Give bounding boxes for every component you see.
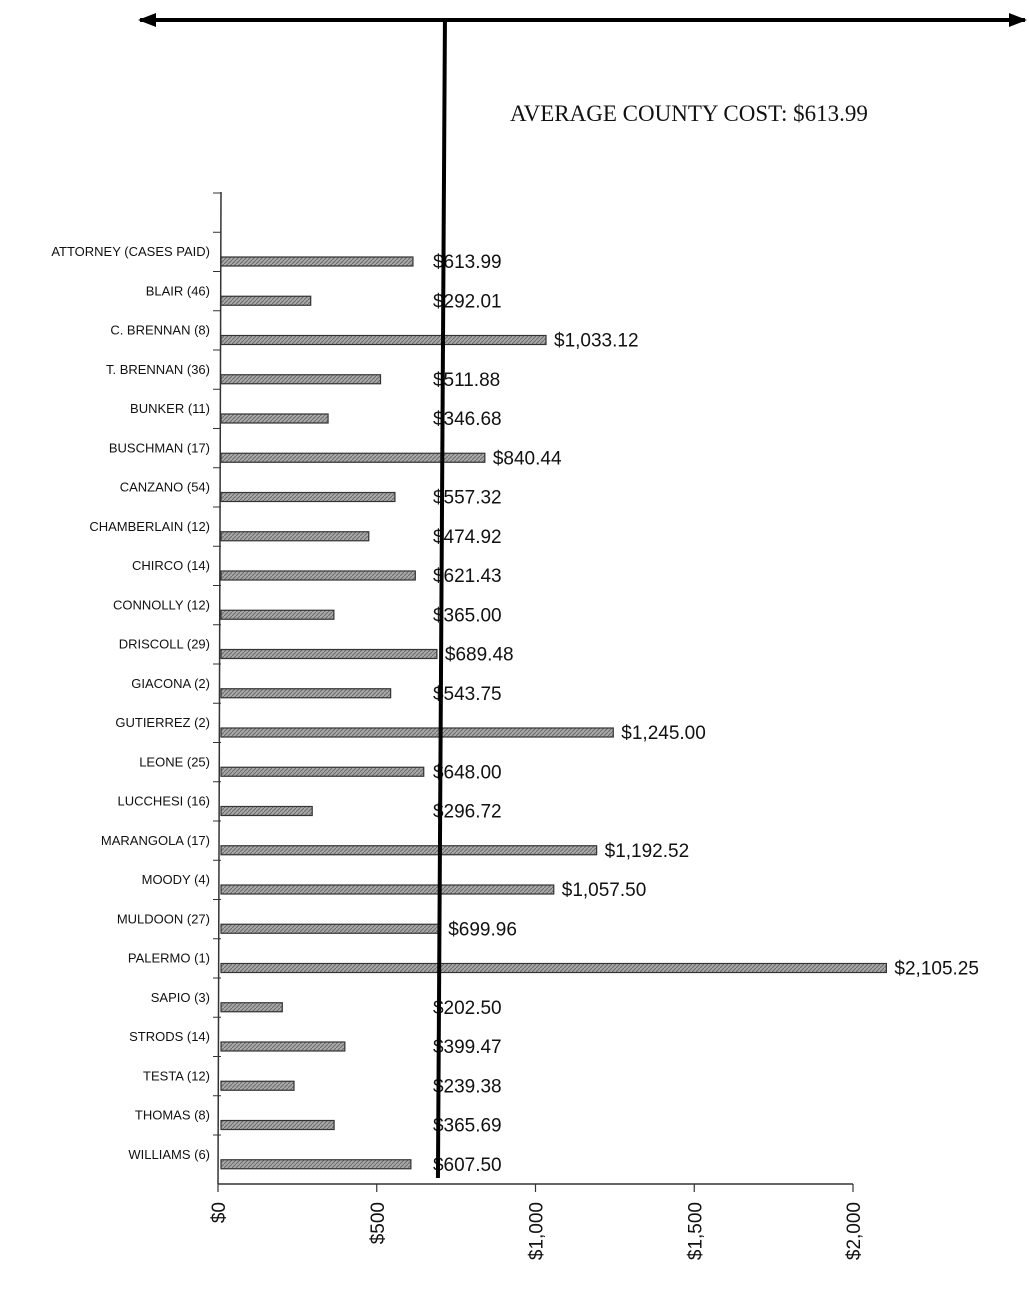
category-label: MULDOON (27) xyxy=(117,911,210,926)
y-axis-ticks xyxy=(213,192,221,1136)
y-axis xyxy=(217,191,222,1185)
data-label: $1,192.52 xyxy=(605,841,690,862)
data-label: $543.75 xyxy=(433,684,502,705)
average-reference-line xyxy=(435,19,447,1179)
bar xyxy=(220,1041,346,1052)
category-label: MOODY (4) xyxy=(142,872,210,887)
bar xyxy=(220,1080,295,1091)
category-label: WILLIAMS (6) xyxy=(128,1147,210,1162)
bar xyxy=(220,374,382,385)
data-label: $689.48 xyxy=(445,645,514,666)
data-label: $474.92 xyxy=(433,527,502,548)
bar xyxy=(220,923,441,934)
x-tick-label: $0 xyxy=(209,1202,230,1223)
bar xyxy=(220,413,329,424)
bar xyxy=(220,334,547,346)
bar xyxy=(220,1119,335,1131)
bar xyxy=(220,452,486,463)
bar xyxy=(220,766,425,777)
data-label: $511.88 xyxy=(433,370,500,391)
bar xyxy=(220,531,370,542)
category-label: ATTORNEY (CASES PAID) xyxy=(51,244,210,259)
category-labels: ATTORNEY (CASES PAID) BLAIR (46) C. BRENNA… xyxy=(51,244,210,1162)
bar xyxy=(220,962,888,974)
category-label: STRODS (14) xyxy=(129,1029,210,1044)
bar xyxy=(220,727,614,738)
category-label: BLAIR (46) xyxy=(146,283,210,298)
data-label: $365.69 xyxy=(433,1116,502,1137)
data-label: $1,033.12 xyxy=(554,331,639,352)
category-label: SAPIO (3) xyxy=(151,990,210,1005)
bar xyxy=(220,1159,412,1170)
category-label: DRISCOLL (29) xyxy=(119,637,210,652)
bar xyxy=(220,491,396,503)
category-label: THOMAS (8) xyxy=(135,1108,210,1123)
category-label: T. BRENNAN (36) xyxy=(106,362,210,377)
data-label: $346.68 xyxy=(433,409,502,430)
data-label: $202.50 xyxy=(433,998,502,1019)
bar xyxy=(220,256,414,267)
bar xyxy=(220,1002,283,1013)
x-tick-label: $500 xyxy=(368,1202,389,1244)
data-label: $1,245.00 xyxy=(621,723,706,744)
data-label: $613.99 xyxy=(433,252,502,273)
data-label: $648.00 xyxy=(433,762,502,783)
category-label: MARANGOLA (17) xyxy=(101,833,210,848)
category-label: GIACONA (2) xyxy=(131,676,210,691)
data-label: $699.96 xyxy=(448,919,517,940)
bar xyxy=(220,688,392,699)
average-cost-label: AVERAGE COUNTY COST: $613.99 xyxy=(510,101,868,126)
category-label: CHAMBERLAIN (12) xyxy=(89,519,210,534)
category-label: LUCCHESI (16) xyxy=(118,794,210,809)
bar xyxy=(220,884,555,895)
bar xyxy=(220,648,438,660)
category-label: CANZANO (54) xyxy=(120,480,210,495)
data-label: $2,105.25 xyxy=(894,959,979,980)
category-label: TESTA (12) xyxy=(143,1068,210,1083)
data-label: $292.01 xyxy=(433,291,502,312)
category-label: C. BRENNAN (8) xyxy=(110,323,210,338)
data-label: $365.00 xyxy=(433,605,502,626)
data-label: $399.47 xyxy=(433,1037,502,1058)
x-tick-label: $1,000 xyxy=(527,1202,548,1260)
data-label: $296.72 xyxy=(433,802,502,823)
data-label: $621.43 xyxy=(433,566,502,587)
bar xyxy=(220,295,312,306)
category-label: BUSCHMAN (17) xyxy=(109,440,210,455)
data-label: $607.50 xyxy=(433,1155,502,1176)
data-label: $239.38 xyxy=(433,1076,502,1097)
category-label: GUTIERREZ (2) xyxy=(115,715,210,730)
bar xyxy=(220,609,335,620)
x-tick-label: $1,500 xyxy=(685,1202,706,1260)
category-label: BUNKER (11) xyxy=(130,401,210,416)
category-label: LEONE (25) xyxy=(139,754,210,769)
bars xyxy=(220,256,888,1170)
value-labels: $613.99 $292.01 $1,033.12 $511.88 $346.68 $84… xyxy=(433,252,979,1176)
category-label: CONNOLLY (12) xyxy=(113,597,210,612)
bar xyxy=(220,845,598,856)
data-label: $1,057.50 xyxy=(562,880,647,901)
x-axis-ticks: $0 $500 $1,000 $1,500 $2,000 xyxy=(209,1184,865,1260)
category-label: PALERMO (1) xyxy=(128,951,210,966)
data-label: $557.32 xyxy=(433,488,502,509)
bar xyxy=(220,570,416,581)
data-label: $840.44 xyxy=(493,448,562,469)
bar xyxy=(220,805,313,817)
x-tick-label: $2,000 xyxy=(844,1202,865,1260)
category-label: CHIRCO (14) xyxy=(132,558,210,573)
